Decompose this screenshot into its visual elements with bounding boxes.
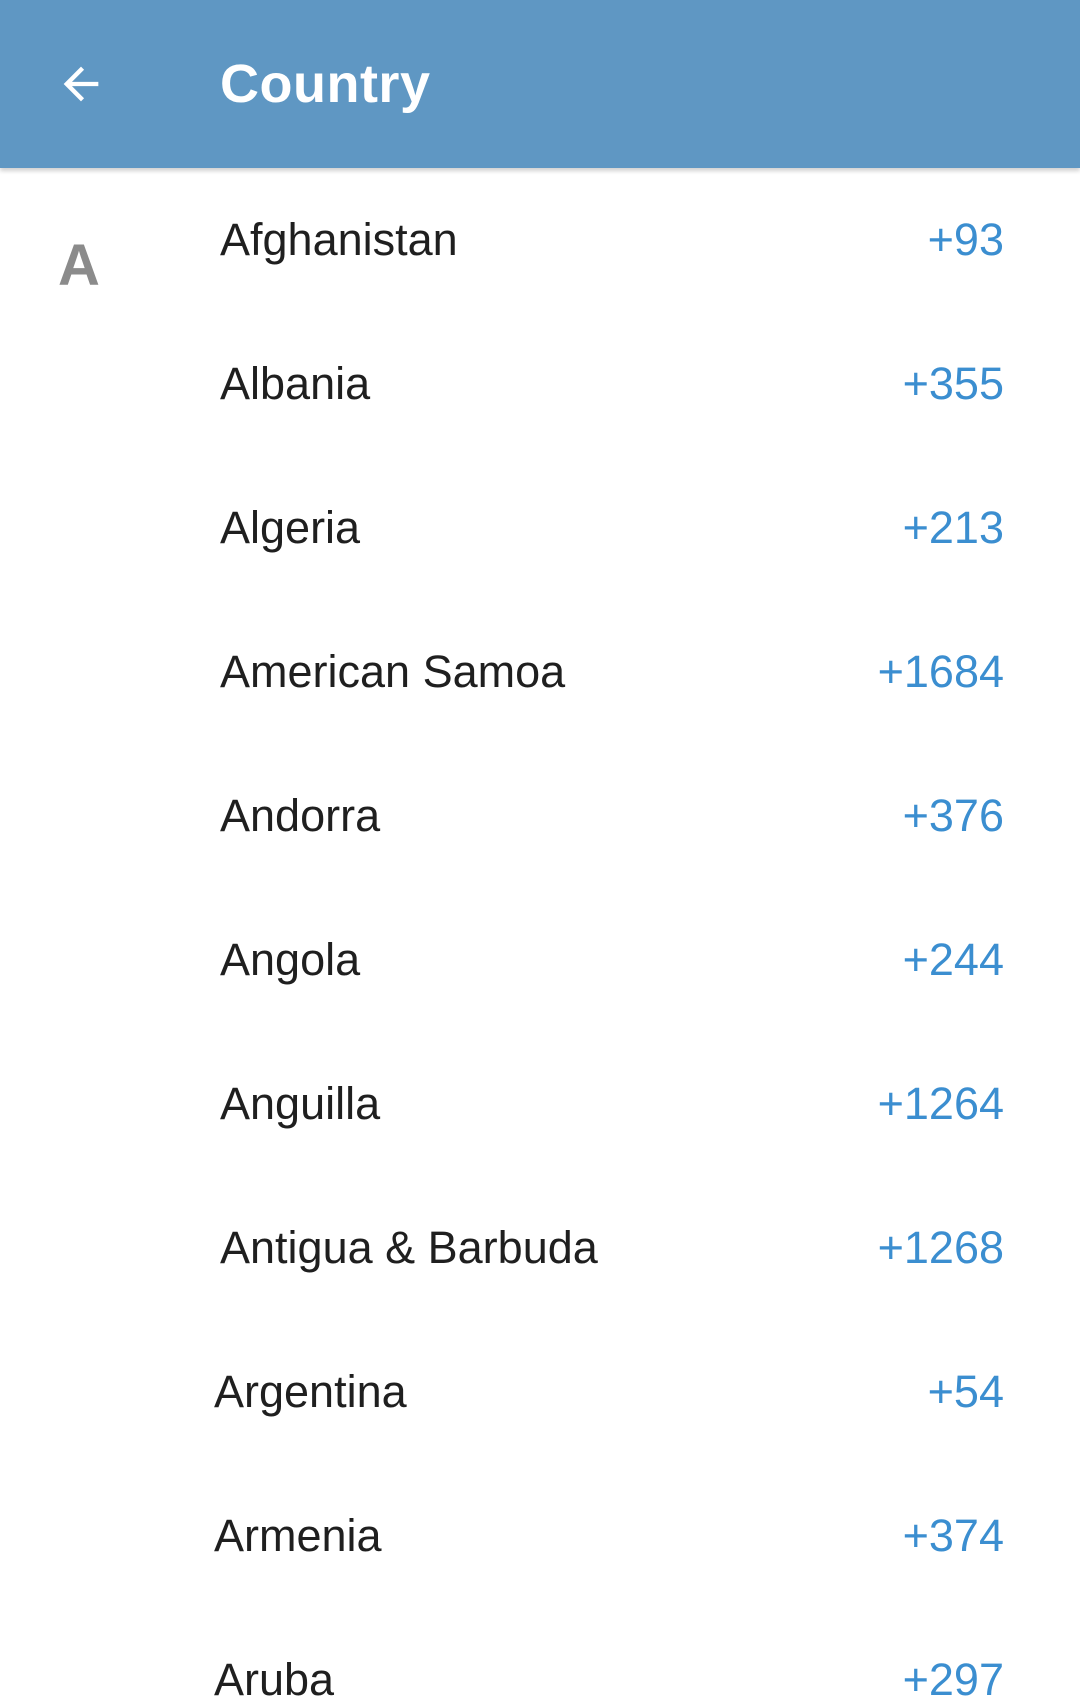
- country-name: Andorra: [220, 790, 381, 841]
- country-code: +213: [902, 502, 1004, 553]
- country-code: +1264: [877, 1078, 1004, 1129]
- section-letter: A: [58, 233, 100, 298]
- country-row-armenia[interactable]: Armenia +374: [0, 1464, 1080, 1608]
- country-name: Algeria: [220, 502, 361, 553]
- arrow-left-icon: [55, 58, 107, 110]
- country-name: Argentina: [214, 1366, 407, 1417]
- country-list[interactable]: A Afghanistan +93 Albania +355 Algeria +…: [0, 168, 1080, 1702]
- country-row-albania[interactable]: Albania +355: [0, 312, 1080, 456]
- country-code: +1268: [877, 1222, 1004, 1273]
- country-code: +54: [927, 1366, 1004, 1417]
- country-name: American Samoa: [220, 646, 566, 697]
- country-row-american-samoa[interactable]: American Samoa +1684: [0, 600, 1080, 744]
- country-row-argentina[interactable]: Argentina +54: [0, 1320, 1080, 1464]
- country-name: Anguilla: [220, 1078, 381, 1129]
- country-name: Angola: [220, 934, 361, 985]
- country-name: Afghanistan: [220, 214, 458, 265]
- country-code: +244: [902, 934, 1004, 985]
- country-code: +374: [902, 1510, 1004, 1561]
- country-code: +297: [902, 1654, 1004, 1702]
- country-row-aruba[interactable]: Aruba +297: [0, 1608, 1080, 1702]
- country-code: +93: [927, 214, 1004, 265]
- app-bar: Country: [0, 0, 1080, 168]
- country-row-anguilla[interactable]: Anguilla +1264: [0, 1032, 1080, 1176]
- country-row-andorra[interactable]: Andorra +376: [0, 744, 1080, 888]
- page-title: Country: [220, 54, 431, 114]
- country-code: +1684: [877, 646, 1004, 697]
- country-name: Antigua & Barbuda: [220, 1222, 598, 1273]
- country-code: +355: [902, 358, 1004, 409]
- country-name: Aruba: [214, 1654, 335, 1702]
- country-row-algeria[interactable]: Algeria +213: [0, 456, 1080, 600]
- country-name: Armenia: [214, 1510, 382, 1561]
- country-row-antigua-and-barbuda[interactable]: Antigua & Barbuda +1268: [0, 1176, 1080, 1320]
- country-name: Albania: [220, 358, 371, 409]
- country-code: +376: [902, 790, 1004, 841]
- country-row-angola[interactable]: Angola +244: [0, 888, 1080, 1032]
- country-row-afghanistan[interactable]: Afghanistan +93: [0, 168, 1080, 312]
- back-button[interactable]: [36, 36, 126, 132]
